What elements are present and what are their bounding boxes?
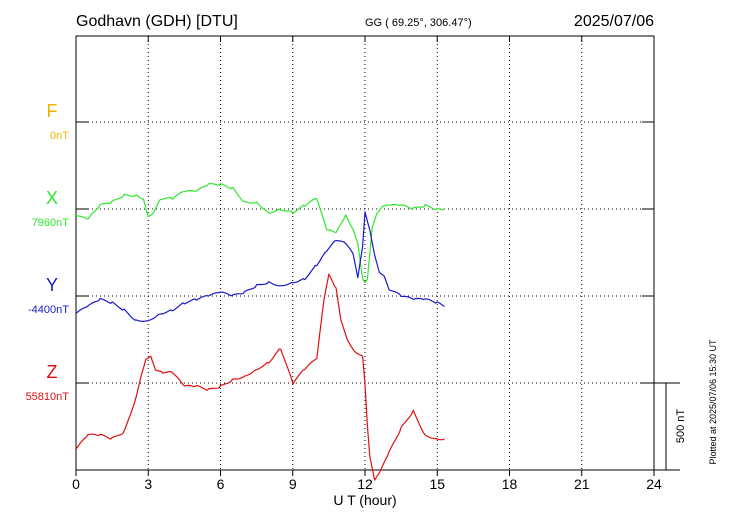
channel-name-f: F (47, 101, 58, 121)
series-line-z (75, 273, 445, 481)
plot-grid (75, 36, 655, 476)
channel-baseline-y: -4400nT (28, 304, 69, 316)
x-axis-label: U T (hour) (333, 492, 396, 508)
scale-bar-label: 500 nT (675, 409, 687, 444)
station-title: Godhavn (GDH) [DTU] (76, 13, 238, 30)
plotted-timestamp: Plotted at 2025/07/06 15:30 UT (708, 339, 718, 465)
channel-baseline-z: 55810nT (26, 391, 70, 403)
channel-name-y: Y (46, 275, 58, 295)
channel-labels: F 0nT X 7960nT Y -4400nT Z 55810nT (26, 101, 70, 403)
channel-name-z: Z (47, 362, 58, 382)
x-tick-label: 21 (574, 476, 590, 492)
x-tick-label: 3 (144, 476, 152, 492)
channel-baseline-f: 0nT (50, 130, 69, 142)
series-line-x (76, 183, 445, 284)
x-tick-label: 12 (357, 476, 373, 492)
series-line-y (75, 211, 445, 322)
geo-coordinates: GG ( 69.25°, 306.47°) (365, 17, 472, 29)
x-tick-label: 0 (72, 476, 80, 492)
channel-name-x: X (46, 188, 58, 208)
x-tick-label: 24 (646, 476, 662, 492)
channel-baseline-x: 7960nT (32, 217, 70, 229)
x-tick-label: 6 (217, 476, 225, 492)
scale-bar: 500 nT (640, 382, 687, 471)
x-tick-labels: 0 3 6 9 12 15 18 21 24 (72, 476, 662, 492)
plot-frame (75, 35, 655, 471)
plot-date: 2025/07/06 (574, 13, 654, 30)
x-tick-label: 18 (502, 476, 518, 492)
series-group (75, 183, 445, 481)
x-tick-label: 9 (289, 476, 297, 492)
x-tick-label: 15 (429, 476, 445, 492)
